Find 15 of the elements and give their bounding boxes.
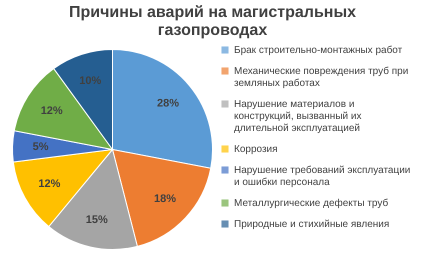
chart-title: Причины аварий на магистральных газопроводах xyxy=(69,4,356,39)
data-label: 15% xyxy=(86,214,108,226)
legend-label: Механические повреждения труб при земляных работах xyxy=(234,66,408,89)
data-label: 18% xyxy=(154,192,176,205)
legend-label: Нарушение материалов и конструкций, вызванный их длительной эксплуатацией xyxy=(234,99,362,134)
data-label: 28% xyxy=(156,98,180,110)
data-label: 5% xyxy=(32,141,49,154)
legend-label: Нарушение требований эксплуатации и ошибки персонала xyxy=(234,165,410,188)
legend-label: Коррозия xyxy=(234,144,278,155)
data-label: 12% xyxy=(38,178,61,190)
data-label: 10% xyxy=(79,75,102,88)
legend-label: Металлургические дефекты труб xyxy=(234,198,388,209)
legend-label: Брак строительно-монтажных работ xyxy=(234,45,403,56)
legend-label: Природные и стихийные явления xyxy=(234,219,390,230)
data-label: 12% xyxy=(40,104,63,117)
